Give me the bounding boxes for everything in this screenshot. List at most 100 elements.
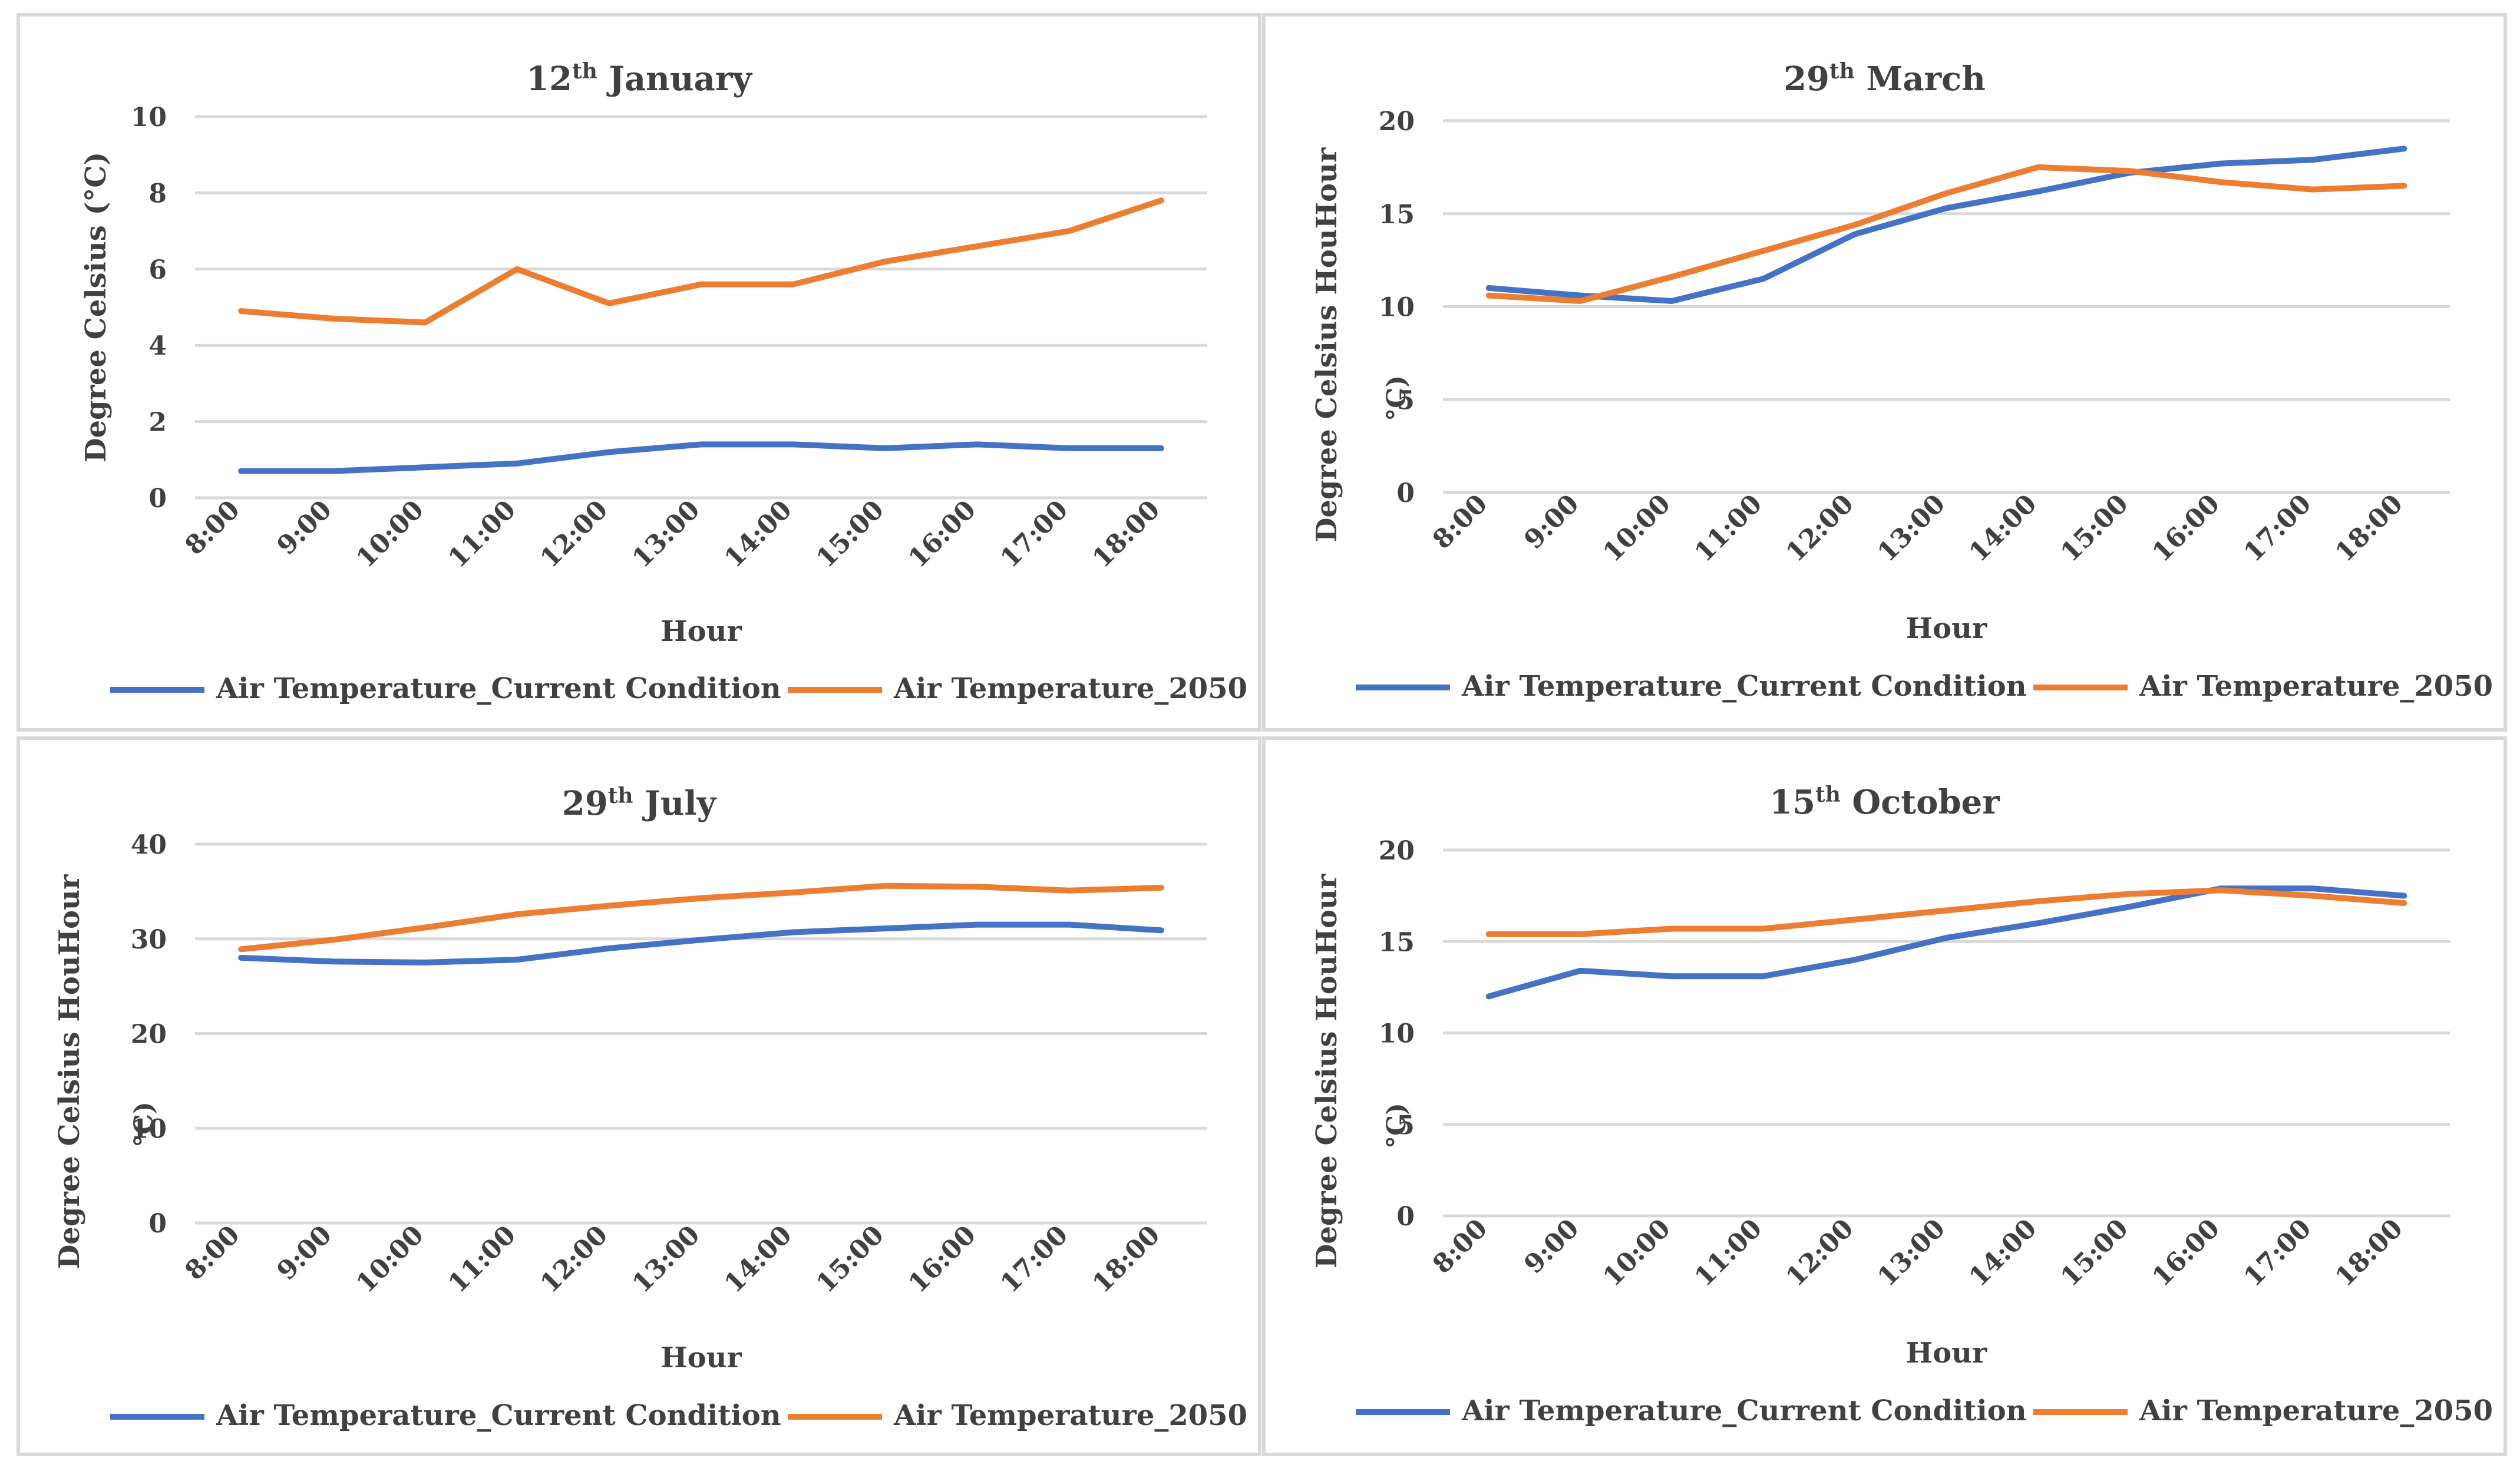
chart-title: 29th March [1784,59,1986,98]
y-tick-label: 5 [1396,385,1415,415]
chart-panel-january: 12th January 0 2 4 6 8 10 8:00 9:00 10:00 11:00 12:… [16,13,1261,732]
x-tick-label: 8:00 [179,495,245,561]
x-tick-label: 9:00 [272,495,338,561]
series-line-2050 [1485,164,2407,304]
x-tick-label: 13:00 [627,1220,706,1299]
chart-october: 15th October 0 5 10 15 20 8:00 9:00 10:00 11:00 12… [1310,782,2493,1427]
x-tick-label: 12:00 [1781,1214,1860,1292]
x-tick-label: 10:00 [351,1220,430,1299]
x-tick-label: 17:00 [995,1220,1074,1299]
x-tick-label: 17:00 [995,495,1074,574]
x-tick-label: 12:00 [534,495,613,574]
y-tick-label: 2 [148,408,167,438]
series-line-current-condition [238,441,1164,474]
x-axis-label: Hour [1906,1337,1987,1370]
x-axis-label: Hour [660,615,742,648]
legend-label: Air Temperature_2050 [893,672,1247,705]
series-line-current-condition [1485,885,2407,1000]
legend-label: Air Temperature_Current Condition [1461,1394,2027,1427]
chart-title: 12th January [526,59,752,98]
y-tick-label: 10 [131,1114,167,1144]
y-tick-label: 0 [1396,478,1415,508]
x-tick-label: 10:00 [1597,1214,1676,1292]
chart-march: 29th March 0 5 10 15 20 8:00 9:00 10:00 11:00 12:0… [1310,59,2493,703]
x-tick-label: 14:00 [719,1220,798,1299]
chart-title: 15th October [1769,782,2000,822]
x-tick-label: 12:00 [1781,489,1860,568]
x-tick-label: 11:00 [442,495,521,574]
y-tick-label: 4 [148,331,167,361]
chart-july: 29th July 0 10 20 30 40 8:00 9:00 10:00 11:00 12:0… [53,783,1247,1432]
y-tick-label: 5 [1396,1110,1415,1140]
x-tick-label: 11:00 [1689,489,1768,568]
y-tick-label: 0 [1396,1202,1415,1232]
x-tick-label: 12:00 [534,1220,613,1299]
series-line-current-condition [238,921,1164,966]
x-tick-label: 9:00 [1518,1214,1584,1279]
x-tick-label: 18:00 [1087,495,1166,574]
chart-panel-july: 29th July 0 10 20 30 40 8:00 9:00 10:00 11:00 12:0… [16,736,1261,1456]
x-tick-label: 13:00 [1872,1214,1951,1292]
series-line-2050 [238,882,1164,953]
y-axis-label-fragment: °C) [1382,1103,1412,1149]
x-axis-label: Hour [1906,612,1987,645]
x-tick-label: 8:00 [179,1220,245,1286]
chart-january: 12th January 0 2 4 6 8 10 8:00 9:00 10:00 11:00 12:… [80,59,1247,705]
x-tick-label: 9:00 [272,1220,338,1286]
y-axis-label-fragment: °C) [129,1102,159,1148]
y-tick-label: 6 [148,255,167,285]
x-tick-label: 14:00 [719,495,798,574]
legend-label: Air Temperature_Current Condition [216,1399,781,1432]
y-tick-label: 15 [1379,200,1415,230]
x-tick-label: 14:00 [1964,489,2043,568]
x-tick-label: 17:00 [2238,489,2317,568]
legend-label: Air Temperature_2050 [893,1399,1247,1432]
chart-title: 29th July [562,783,717,823]
x-axis-label: Hour [660,1341,742,1374]
chart-panel-march: 29th March 0 5 10 15 20 8:00 9:00 10:00 11:00 12:0… [1262,13,2507,732]
y-tick-label: 0 [148,1209,167,1239]
y-axis-label: Degree Celsius (°C) [80,152,113,462]
x-tick-label: 18:00 [1087,1220,1166,1299]
y-tick-label: 15 [1379,927,1415,957]
y-tick-label: 20 [1379,836,1415,866]
y-tick-label: 8 [148,178,167,209]
x-tick-label: 16:00 [2146,489,2225,568]
series-line-2050 [238,197,1164,326]
x-tick-label: 16:00 [903,1220,982,1299]
x-tick-label: 11:00 [442,1220,521,1299]
x-tick-label: 10:00 [351,495,430,574]
legend-label: Air Temperature_Current Condition [1461,670,2027,703]
legend-label: Air Temperature_Current Condition [216,672,781,705]
y-axis-label-fragment: °C) [1382,375,1412,421]
series-line-current-condition [1485,146,2407,304]
y-tick-label: 10 [131,103,167,133]
x-tick-label: 10:00 [1597,489,1676,568]
x-tick-label: 15:00 [811,1220,890,1299]
x-tick-label: 15:00 [811,495,890,574]
y-tick-label: 20 [1379,107,1415,137]
legend-label: Air Temperature_2050 [2139,670,2493,703]
x-tick-label: 16:00 [903,495,982,574]
x-tick-label: 18:00 [2330,489,2409,568]
x-tick-label: 15:00 [2055,489,2134,568]
x-tick-label: 8:00 [1427,489,1493,555]
x-tick-label: 9:00 [1518,489,1584,555]
y-axis-label: Degree Celsius HouHour [1310,874,1343,1268]
y-tick-label: 40 [131,830,167,860]
x-tick-label: 8:00 [1427,1214,1493,1279]
y-tick-label: 10 [1379,1019,1415,1049]
y-tick-label: 0 [148,484,167,514]
x-tick-label: 15:00 [2055,1214,2134,1292]
y-tick-label: 30 [131,925,167,955]
x-tick-label: 16:00 [2146,1214,2225,1292]
y-axis-label: Degree Celsius HouHour [53,874,86,1269]
x-tick-label: 13:00 [627,495,706,574]
x-tick-label: 18:00 [2330,1214,2409,1292]
chart-panel-october: 15th October 0 5 10 15 20 8:00 9:00 10:00 11:00 12… [1262,736,2507,1456]
y-tick-label: 10 [1379,293,1415,323]
legend-label: Air Temperature_2050 [2139,1394,2493,1427]
x-tick-label: 17:00 [2238,1214,2317,1292]
series-line-2050 [1485,887,2407,937]
y-axis-label: Degree Celsius HouHour [1310,147,1343,542]
